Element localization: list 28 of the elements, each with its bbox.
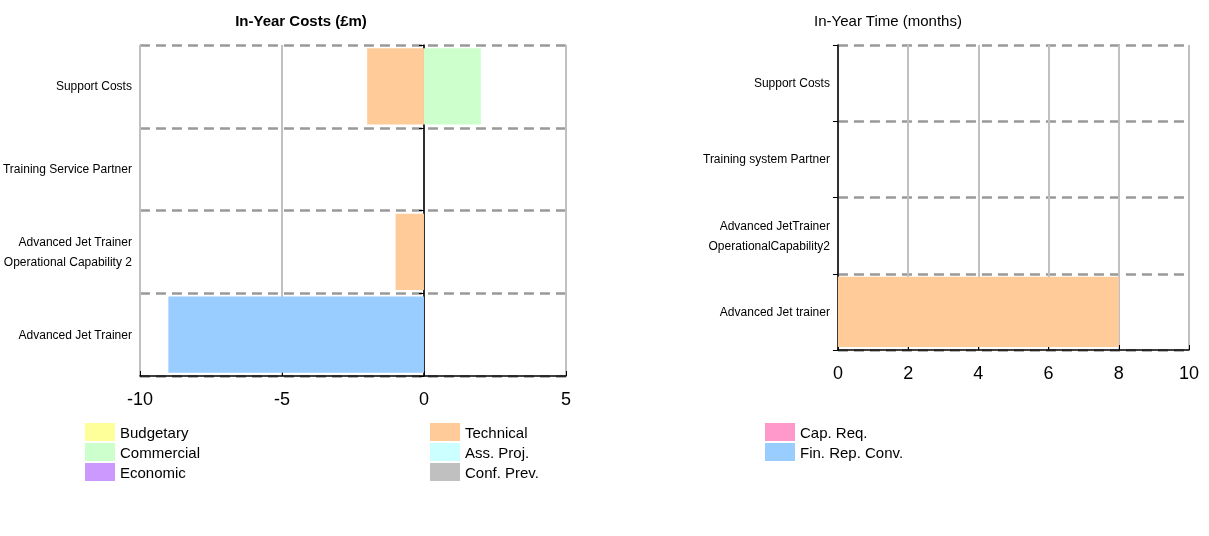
- legend-label: Commercial: [120, 443, 201, 461]
- y-tick-label: Advanced Jet Trainer Operational Capability 2: [3, 234, 133, 269]
- y-tick-label: Support Costs: [55, 79, 132, 94]
- x-tick-label: 8: [1113, 363, 1124, 383]
- legend-label: Fin. Rep. Conv.: [800, 443, 904, 461]
- legend-label: Technical: [465, 423, 528, 441]
- x-tick-label: 0: [832, 363, 843, 383]
- x-tick-label: 6: [1043, 363, 1054, 383]
- y-tick-label: Advanced Jet trainer: [719, 304, 830, 319]
- legend-label: Conf. Prev.: [465, 463, 539, 481]
- y-tick-label: Advanced Jet Trainer: [18, 327, 132, 342]
- y-tick-label: Support Costs: [753, 76, 830, 91]
- y-tick-label: Training system Partner: [702, 152, 830, 167]
- y-tick-label: Advanced JetTrainer OperationalCapability2: [708, 218, 831, 253]
- chart-title: In-Year Time (months): [814, 12, 962, 29]
- x-tick-label: 4: [973, 363, 984, 383]
- x-tick-label: 2: [903, 363, 914, 383]
- legend-label: Budgetary: [120, 423, 189, 441]
- legend-label: Economic: [120, 463, 187, 481]
- x-tick-label: 0: [418, 389, 429, 409]
- x-tick-label: -5: [273, 389, 290, 409]
- x-tick-label: -10: [126, 389, 153, 409]
- chart-title: In-Year Costs (£m): [235, 12, 367, 29]
- y-tick-label: Training Service Partner: [2, 162, 132, 177]
- x-tick-label: 10: [1178, 363, 1200, 383]
- legend-label: Cap. Req.: [800, 423, 868, 441]
- x-tick-label: 5: [560, 389, 572, 409]
- legend-label: Ass. Proj.: [465, 443, 530, 461]
